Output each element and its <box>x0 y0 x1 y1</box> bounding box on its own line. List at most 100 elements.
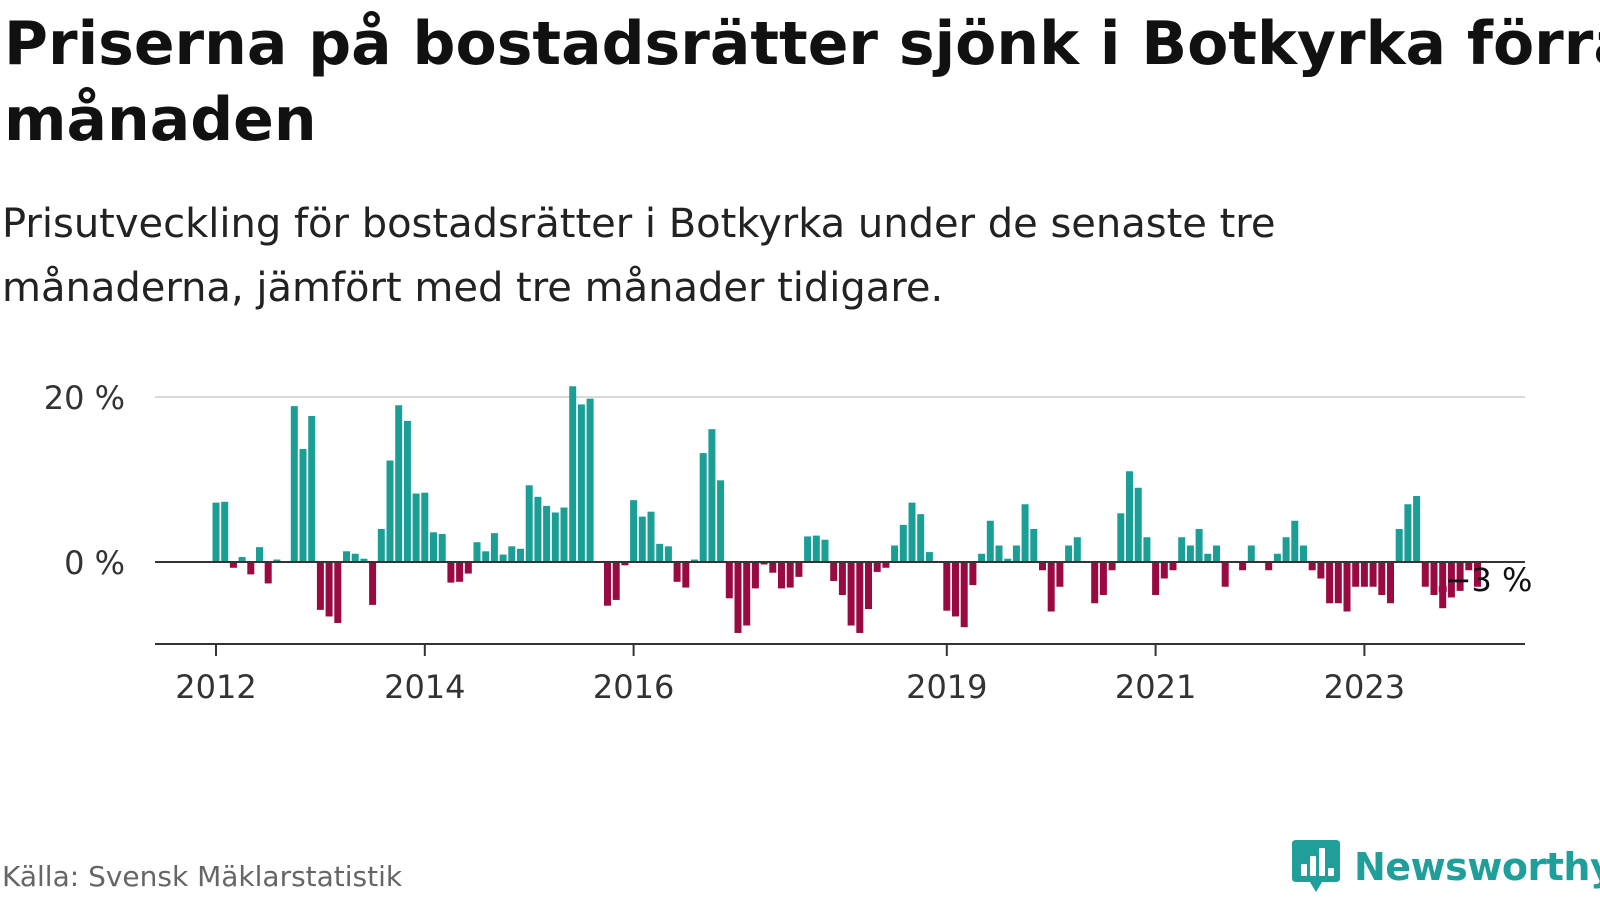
bar-134 <box>1378 562 1386 595</box>
bar-126 <box>1308 562 1316 571</box>
bar-97 <box>1056 562 1064 587</box>
bar-41 <box>569 386 577 562</box>
bar-4 <box>247 562 255 575</box>
bar-43 <box>586 398 594 562</box>
source-note: Källa: Svensk Mäklarstatistik <box>2 860 403 893</box>
bar-50 <box>647 511 655 562</box>
bar-78 <box>891 545 899 562</box>
bar-20 <box>386 460 394 562</box>
bar-109 <box>1160 562 1168 579</box>
bar-142 <box>1447 562 1455 598</box>
bar-27 <box>447 562 455 583</box>
x-tick-label: 2012 <box>175 668 256 706</box>
bar-47 <box>621 562 629 566</box>
bar-24 <box>421 492 429 562</box>
bar-51 <box>656 543 664 562</box>
bar-89 <box>986 520 994 562</box>
latest-value-label: −3 % <box>1445 561 1533 599</box>
bar-layer <box>212 386 1481 633</box>
bar-143 <box>1456 562 1464 591</box>
bar-35 <box>517 548 524 562</box>
bar-81 <box>917 514 925 562</box>
bar-66 <box>786 562 794 588</box>
bar-74 <box>856 562 864 633</box>
bar-114 <box>1204 553 1212 562</box>
bar-122 <box>1273 553 1281 562</box>
chart-title-line-2: månaden <box>4 85 317 155</box>
bar-0 <box>212 502 220 562</box>
bar-88 <box>978 553 986 562</box>
bar-102 <box>1099 562 1107 595</box>
bar-118 <box>1239 562 1247 571</box>
bar-119 <box>1247 545 1255 562</box>
y-tick-label: 0 % <box>64 544 125 582</box>
bar-75 <box>865 562 872 610</box>
bar-14 <box>334 562 342 624</box>
bar-90 <box>995 545 1003 562</box>
bar-95 <box>1039 562 1046 571</box>
bar-55 <box>691 559 698 562</box>
bar-84 <box>943 562 951 611</box>
bar-28 <box>456 562 464 582</box>
bar-131 <box>1352 562 1360 587</box>
bar-26 <box>438 533 446 562</box>
bar-2 <box>229 562 237 568</box>
bar-76 <box>873 562 881 572</box>
bar-13 <box>325 562 333 617</box>
bar-32 <box>490 533 498 563</box>
bar-56 <box>699 453 707 562</box>
bar-136 <box>1395 529 1403 562</box>
bar-85 <box>952 562 959 617</box>
bar-chart: 0 % 20 % 2012 2014 2016 2019 2021 2023 −3 % <box>44 379 1533 706</box>
bar-16 <box>351 553 359 562</box>
bar-121 <box>1265 562 1273 571</box>
bar-104 <box>1117 513 1125 562</box>
bar-60 <box>734 562 742 633</box>
x-tick-label: 2014 <box>384 668 465 706</box>
bar-29 <box>464 562 472 574</box>
bar-34 <box>508 546 516 562</box>
bar-1 <box>221 501 229 562</box>
bar-141 <box>1439 562 1447 609</box>
bar-108 <box>1152 562 1160 595</box>
chart-title: Priserna på bostadsrätter sjönk i Botkyr… <box>4 6 1600 158</box>
bar-124 <box>1291 520 1299 562</box>
bar-107 <box>1143 537 1151 562</box>
bar-49 <box>638 516 646 563</box>
newsworthy-brand-text: Newsworthy <box>1354 845 1600 889</box>
bar-68 <box>804 536 812 562</box>
bar-40 <box>560 507 568 562</box>
bar-115 <box>1213 545 1220 562</box>
bar-129 <box>1334 562 1342 604</box>
bar-99 <box>1073 537 1081 562</box>
bar-101 <box>1091 562 1099 604</box>
bar-98 <box>1065 545 1073 562</box>
bar-58 <box>717 480 725 562</box>
bar-64 <box>769 562 777 573</box>
bar-87 <box>969 562 977 586</box>
x-tick-label: 2016 <box>593 668 674 706</box>
bar-67 <box>795 562 803 577</box>
x-tick-label: 2023 <box>1324 668 1405 706</box>
bar-94 <box>1030 529 1038 562</box>
bar-33 <box>499 554 507 562</box>
bar-135 <box>1387 562 1394 604</box>
bar-30 <box>473 542 481 562</box>
bar-105 <box>1126 471 1133 562</box>
bar-71 <box>830 562 838 581</box>
latest-value-marker <box>1438 586 1447 593</box>
bar-23 <box>412 493 420 562</box>
x-tick-label: 2019 <box>906 668 987 706</box>
bar-73 <box>847 562 855 626</box>
bar-12 <box>316 562 324 610</box>
bar-37 <box>534 496 542 562</box>
bar-31 <box>482 551 490 562</box>
bar-123 <box>1282 537 1290 562</box>
bar-70 <box>821 539 829 562</box>
bar-133 <box>1369 562 1377 587</box>
y-tick-label: 20 % <box>44 379 125 417</box>
newsworthy-logo: Newsworthy <box>1290 838 1600 896</box>
bar-3 <box>238 557 246 562</box>
bar-128 <box>1326 562 1334 604</box>
bar-137 <box>1404 504 1412 562</box>
